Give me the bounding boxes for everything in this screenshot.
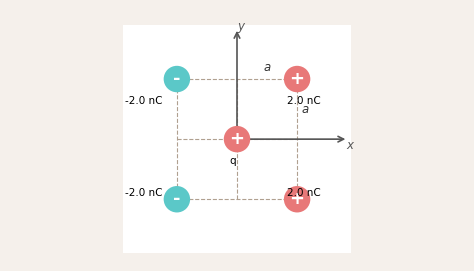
Text: -: - bbox=[173, 190, 181, 208]
Circle shape bbox=[164, 186, 190, 212]
Text: +: + bbox=[290, 70, 305, 88]
Text: 2.0 nC: 2.0 nC bbox=[287, 188, 321, 198]
Text: a: a bbox=[264, 61, 271, 74]
Circle shape bbox=[284, 186, 310, 212]
Text: a: a bbox=[302, 103, 309, 116]
Circle shape bbox=[284, 66, 310, 92]
Text: -2.0 nC: -2.0 nC bbox=[125, 188, 163, 198]
Text: -2.0 nC: -2.0 nC bbox=[125, 96, 163, 106]
Text: +: + bbox=[290, 190, 305, 208]
Text: -: - bbox=[173, 70, 181, 88]
Circle shape bbox=[224, 126, 250, 152]
Text: +: + bbox=[229, 130, 245, 148]
Text: x: x bbox=[346, 139, 354, 152]
Text: y: y bbox=[237, 20, 245, 33]
Circle shape bbox=[164, 66, 190, 92]
Text: q: q bbox=[229, 156, 236, 166]
Text: 2.0 nC: 2.0 nC bbox=[287, 96, 321, 106]
